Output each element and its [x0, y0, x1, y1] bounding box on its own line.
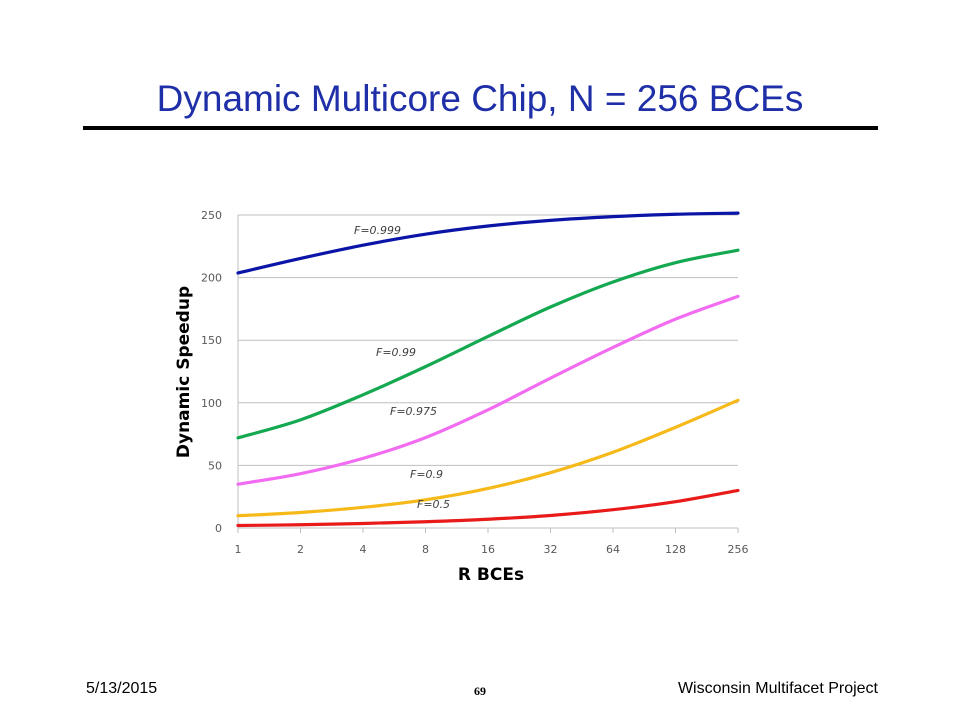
series-lines	[236, 211, 740, 528]
series-line	[236, 488, 740, 528]
y-tick-label: 150	[201, 334, 222, 347]
series-line	[236, 398, 740, 518]
y-tick-label: 100	[201, 397, 222, 410]
x-tick-label: 128	[665, 543, 686, 556]
x-tick-label: 64	[606, 543, 620, 556]
x-axis-title: R BCEs	[458, 565, 524, 585]
y-tick-label: 250	[201, 209, 222, 222]
series-label: F=0.9	[410, 468, 443, 481]
slide-title: Dynamic Multicore Chip, N = 256 BCEs	[156, 78, 804, 119]
x-tick-label: 256	[728, 543, 749, 556]
y-tick-label: 0	[215, 522, 222, 535]
y-tick-label: 200	[201, 272, 222, 285]
y-tick-label: 50	[208, 459, 222, 472]
series-line	[236, 294, 740, 486]
x-tick-label: 1	[235, 543, 242, 556]
axes: 0 50 100 150 200 250 1 2 4 8 16 32 64 128 256	[201, 209, 749, 556]
x-tick-label: 8	[422, 543, 429, 556]
x-tick-label: 4	[360, 543, 367, 556]
series-line	[236, 211, 740, 275]
series-label: F=0.975	[390, 405, 437, 418]
series-label: F=0.999	[354, 224, 401, 237]
title-divider	[83, 126, 878, 130]
x-tick-label: 2	[297, 543, 304, 556]
footer-project: Wisconsin Multifacet Project	[677, 680, 878, 697]
x-tick-label: 16	[481, 543, 495, 556]
series-label: F=0.5	[417, 498, 450, 511]
series-labels: F=0.999 F=0.99 F=0.975 F=0.9 F=0.5	[354, 224, 450, 511]
y-axis-title: Dynamic Speedup	[174, 286, 194, 458]
x-tick-label: 32	[544, 543, 558, 556]
series-line	[236, 248, 740, 440]
footer-date: 5/13/2015	[86, 680, 158, 697]
grid-lines	[238, 214, 738, 529]
series-label: F=0.99	[376, 346, 416, 359]
page-number: 69	[474, 684, 486, 698]
